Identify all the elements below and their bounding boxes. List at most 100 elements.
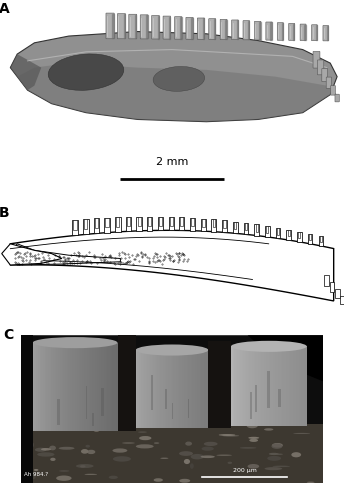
Ellipse shape [49,446,56,450]
Bar [160,350,162,428]
Bar [190,350,191,428]
Ellipse shape [109,476,118,479]
Bar [278,346,279,426]
Ellipse shape [179,451,193,456]
Bar [181,350,182,428]
FancyBboxPatch shape [326,77,332,88]
Bar [243,346,245,426]
Bar [50,343,51,431]
Bar [99,343,100,431]
Ellipse shape [272,443,283,448]
Bar [182,350,184,428]
Bar [277,228,279,235]
FancyBboxPatch shape [220,19,227,39]
Ellipse shape [138,431,147,432]
Bar [204,350,205,428]
Bar [234,346,236,426]
Bar [104,218,110,233]
Bar [158,350,159,428]
Bar [68,343,70,431]
FancyBboxPatch shape [174,17,182,39]
Bar [126,217,131,231]
Bar [111,343,112,431]
Bar [264,346,266,426]
Bar [290,346,292,426]
FancyBboxPatch shape [300,24,306,40]
Bar [73,220,77,230]
Bar [252,346,254,426]
Bar [57,398,60,425]
Ellipse shape [276,454,283,455]
Ellipse shape [248,437,259,439]
Bar [170,217,173,226]
Bar [244,223,248,234]
FancyBboxPatch shape [152,15,159,39]
Bar [308,234,312,244]
Bar [279,346,281,426]
Ellipse shape [191,454,204,459]
Text: A: A [0,2,10,16]
Bar [286,346,287,426]
Bar [116,343,118,431]
Bar [268,371,270,408]
Bar [151,375,153,410]
Bar [197,350,198,428]
Bar [136,350,137,428]
Bar [205,350,207,428]
Bar [172,403,173,419]
FancyBboxPatch shape [289,23,295,40]
Bar [297,232,302,242]
FancyBboxPatch shape [232,20,238,40]
Bar [127,217,130,226]
Bar [21,335,33,483]
Ellipse shape [216,455,232,456]
Bar [101,388,104,416]
Bar [38,343,40,431]
FancyBboxPatch shape [323,26,329,41]
Bar [55,343,56,431]
Bar [267,346,269,426]
Ellipse shape [267,456,281,461]
Ellipse shape [231,341,307,352]
Bar [269,346,270,426]
Bar [173,350,175,428]
Bar [270,346,272,426]
Bar [84,343,85,431]
Bar [301,346,302,426]
Bar [153,350,154,428]
Ellipse shape [87,450,95,454]
Bar [43,343,45,431]
Bar [45,343,46,431]
Bar [249,346,251,426]
Bar [97,343,99,431]
Polygon shape [248,335,323,382]
Bar [72,220,78,236]
Bar [275,346,277,426]
Bar [266,346,267,426]
Bar [158,217,163,230]
Bar [340,296,344,304]
Bar [80,343,82,431]
Bar [176,350,178,428]
Bar [165,350,166,428]
Bar [282,346,284,426]
Bar [186,350,188,428]
Bar [263,346,264,426]
Bar [78,343,80,431]
Bar [146,350,147,428]
FancyBboxPatch shape [197,18,204,39]
Bar [188,350,190,428]
Ellipse shape [56,475,72,481]
Bar [36,343,38,431]
FancyBboxPatch shape [312,25,317,41]
Ellipse shape [81,449,88,454]
FancyBboxPatch shape [322,69,327,81]
Bar [200,350,201,428]
Bar [147,350,149,428]
FancyBboxPatch shape [313,51,320,68]
Bar [245,346,246,426]
Ellipse shape [160,458,168,459]
Ellipse shape [41,448,51,451]
Ellipse shape [136,345,208,355]
Bar [276,228,280,239]
